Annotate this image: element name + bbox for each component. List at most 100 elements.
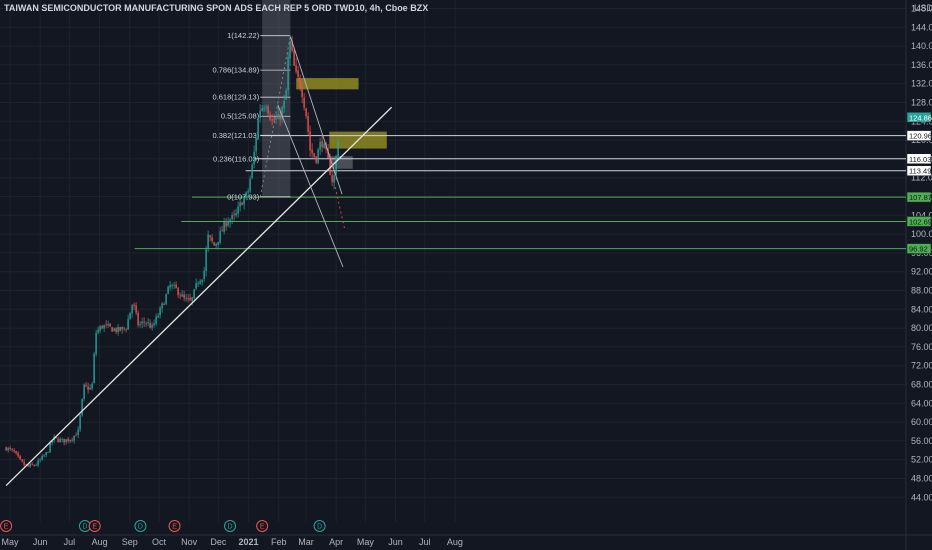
fib-label: 0.786(134.89) [213, 66, 260, 75]
candle-body [115, 328, 117, 332]
candle-body [279, 114, 281, 120]
candle-body [263, 108, 265, 110]
fibonacci-retracement[interactable]: 1(142.22) 0.786(134.89) 0.618(129.13) 0.5(1… [213, 31, 291, 201]
candle-body [13, 450, 15, 452]
candle-body [161, 303, 163, 309]
candle-body [39, 459, 41, 461]
candle-body [23, 461, 25, 465]
candle-body [197, 283, 199, 285]
candles [5, 35, 339, 468]
price-tick: 112.00 [911, 173, 932, 183]
time-tick: Feb [271, 537, 287, 547]
candle-body [99, 326, 101, 331]
candle-body [107, 324, 109, 326]
candle-body [105, 324, 107, 326]
price-label: 113.49 [909, 167, 931, 176]
candle-body [229, 219, 231, 223]
channel-line [289, 36, 343, 195]
time-tick: Jul [419, 537, 431, 547]
price-tick: 80.00 [911, 323, 932, 333]
candle-body [97, 329, 99, 333]
candle-body [147, 322, 149, 324]
candle-body [321, 141, 323, 148]
candle-body [285, 90, 287, 100]
earnings-marker [0, 520, 13, 532]
candle-body [25, 464, 27, 466]
price-label: 116.03 [909, 155, 931, 164]
candle-body [177, 287, 179, 295]
price-tick: 60.00 [911, 417, 932, 427]
candle-body [261, 107, 263, 111]
candle-body [153, 323, 155, 326]
candle-body [313, 153, 315, 158]
price-label: 96.92 [909, 245, 928, 254]
candle-body [295, 65, 297, 72]
candle-body [121, 327, 123, 330]
drawings[interactable] [5, 36, 393, 487]
candle-body [61, 438, 63, 440]
candle-body [219, 231, 221, 243]
candle-body [287, 56, 289, 91]
price-tick: 104.00 [911, 210, 932, 220]
candle-body [323, 143, 325, 149]
candle-body [163, 304, 165, 306]
currency-label: USD [914, 3, 932, 13]
candle-body [95, 332, 97, 355]
candle-body [151, 325, 153, 328]
price-tick: 136.00 [911, 60, 932, 70]
event-label: D [82, 524, 87, 531]
candle-body [299, 77, 301, 88]
candle-body [17, 453, 19, 457]
candle-body [127, 319, 129, 330]
candle-body [275, 118, 277, 120]
candle-body [283, 100, 285, 108]
earnings-marker [168, 520, 181, 532]
chart-title: TAIWAN SEMICONDUCTOR MANUFACTURING SPON … [4, 3, 428, 13]
candle-body [221, 230, 223, 232]
candle-body [249, 178, 251, 192]
candle-body [237, 206, 239, 214]
event-label: E [260, 524, 265, 531]
price-tick: 72.00 [911, 361, 932, 371]
price-label-box [906, 153, 932, 165]
candle-body [41, 455, 43, 460]
candle-body [43, 455, 45, 457]
candle-body [15, 451, 17, 454]
candle-body [327, 149, 329, 159]
candle-body [205, 249, 207, 272]
time-tick: Apr [329, 537, 343, 547]
candle-body [117, 326, 119, 333]
candle-body [173, 284, 175, 286]
price-tick: 76.00 [911, 342, 932, 352]
candle-body [335, 155, 337, 175]
candle-body [225, 222, 227, 227]
candle-body [215, 243, 217, 246]
candle-body [297, 70, 299, 78]
price-tick: 128.00 [911, 98, 932, 108]
fib-trend [259, 35, 291, 197]
candle-body [123, 327, 125, 329]
price-label-box [906, 216, 932, 227]
candle-body [195, 283, 197, 289]
price-tick: 48.00 [911, 474, 932, 484]
price-tick: 132.00 [911, 79, 932, 89]
candle-body [271, 119, 273, 121]
time-axis[interactable]: May Jun Jul Aug Sep Oct Nov Dec 2021 Feb Mar Apr May… [1, 537, 462, 547]
candle-body [257, 118, 259, 139]
earnings-marker [88, 520, 101, 532]
candle-body [281, 107, 283, 120]
price-tick: 140.00 [911, 41, 932, 51]
candle-body [183, 294, 185, 299]
time-tick: Jun [388, 537, 403, 547]
price-label-box [906, 243, 932, 254]
candle-body [213, 242, 215, 246]
candle-body [289, 40, 291, 59]
candle-body [329, 158, 331, 175]
candle-body [185, 298, 187, 299]
candle-body [155, 316, 157, 324]
price-tick: 84.00 [911, 304, 932, 314]
candle-body [265, 107, 267, 109]
candle-body [85, 384, 87, 387]
